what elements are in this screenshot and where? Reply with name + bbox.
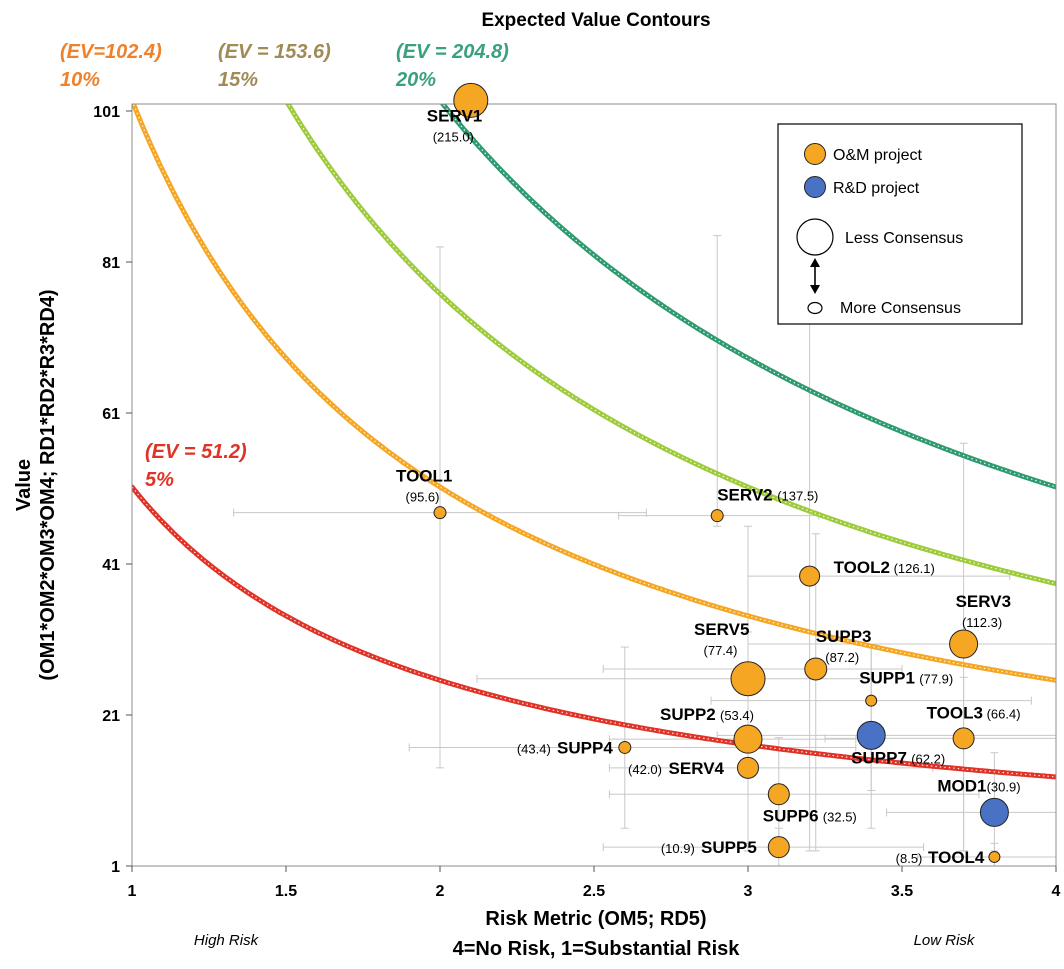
point-ev-serv3: (112.3) xyxy=(962,615,1002,630)
x-tick-label: 4 xyxy=(1052,883,1061,900)
point-label-supp4: SUPP4 xyxy=(557,738,613,757)
point-tool3 xyxy=(953,728,974,749)
legend-less-consensus-marker xyxy=(797,219,833,255)
point-supp7 xyxy=(857,721,885,749)
point-label-mod1: MOD1 xyxy=(937,776,986,795)
x-tick-label: 3.5 xyxy=(891,883,913,900)
point-ev-serv1: (215.0) xyxy=(433,129,474,144)
x-tick-label: 1.5 xyxy=(275,883,297,900)
point-serv2 xyxy=(711,510,723,522)
point-label-supp3: SUPP3 xyxy=(816,627,872,646)
point-tool1 xyxy=(434,507,446,519)
y-axis-subtitle: (OM1*OM2*OM3*OM4; RD1*RD2*R3*RD4) xyxy=(37,289,59,680)
point-label-tool3: TOOL3 xyxy=(927,703,983,722)
y-tick-label: 81 xyxy=(102,255,120,272)
legend-more-consensus-marker xyxy=(808,303,822,314)
x-tick-label: 2 xyxy=(436,883,445,900)
y-tick-label: 21 xyxy=(102,708,120,725)
legend-rd-marker xyxy=(805,177,826,198)
point-ev-serv4: (42.0) xyxy=(628,762,662,777)
point-ev-tool2: (126.1) xyxy=(894,561,935,576)
x-axis-title: Risk Metric (OM5; RD5) xyxy=(485,908,706,930)
point-mod1 xyxy=(980,798,1008,826)
contour-label-ev-153.6: (EV = 153.6) xyxy=(218,41,331,63)
point-supp6 xyxy=(768,784,789,805)
point-supp4 xyxy=(619,741,631,753)
point-ev-tool4: (8.5) xyxy=(896,851,923,866)
x-axis-left-note: High Risk xyxy=(194,932,260,949)
point-ev-supp2: (53.4) xyxy=(720,708,754,723)
point-ev-supp7: (62.2) xyxy=(911,751,945,766)
point-serv3 xyxy=(950,630,978,658)
point-ev-tool1: (95.6) xyxy=(406,490,440,505)
contour-label-ev-51.2: (EV = 51.2) xyxy=(145,441,247,463)
point-ev-supp1: (77.9) xyxy=(919,672,953,687)
y-tick-label: 61 xyxy=(102,406,120,423)
point-supp2 xyxy=(734,725,762,753)
x-axis-right-note: Low Risk xyxy=(914,932,976,949)
point-label-supp1: SUPP1 xyxy=(859,669,915,688)
point-ev-supp5: (10.9) xyxy=(661,841,695,856)
x-tick-label: 3 xyxy=(744,883,753,900)
y-tick-label: 41 xyxy=(102,557,120,574)
legend-rd-label: R&D project xyxy=(833,180,920,197)
point-label-supp6: SUPP6 xyxy=(763,806,819,825)
point-serv5 xyxy=(731,662,765,696)
contour-label-ev-102.4: (EV=102.4) xyxy=(60,41,162,63)
contour-label-pct-204.8: 20% xyxy=(395,69,436,91)
legend: O&M project R&D project Less Consensus M… xyxy=(778,124,1022,324)
point-label-serv5: SERV5 xyxy=(694,620,749,639)
contour-label-ev-204.8: (EV = 204.8) xyxy=(396,41,509,63)
legend-om-marker xyxy=(805,144,826,165)
point-label-tool2: TOOL2 xyxy=(834,558,890,577)
x-axis-subtitle: 4=No Risk, 1=Substantial Risk xyxy=(453,938,741,960)
point-ev-serv5: (77.4) xyxy=(704,643,738,658)
point-label-tool1: TOOL1 xyxy=(396,467,452,486)
point-supp5 xyxy=(768,837,789,858)
contour-label-pct-102.4: 10% xyxy=(60,69,100,91)
point-supp3 xyxy=(805,658,827,680)
chart-title: Expected Value Contours xyxy=(481,10,710,31)
contour-curve-dots-ev-51.2 xyxy=(132,487,1056,777)
contour-curve-ev-51.2 xyxy=(132,487,1056,777)
point-ev-serv2: (137.5) xyxy=(777,489,818,504)
point-label-supp5: SUPP5 xyxy=(701,838,757,857)
point-ev-tool3: (66.4) xyxy=(987,706,1021,721)
contour-label-pct-51.2: 5% xyxy=(145,469,174,491)
point-ev-mod1: (30.9) xyxy=(987,779,1021,794)
x-tick-label: 2.5 xyxy=(583,883,605,900)
point-ev-supp6: (32.5) xyxy=(823,809,857,824)
point-label-serv2: SERV2 xyxy=(717,486,772,505)
point-label-serv1: SERV1 xyxy=(427,106,482,125)
point-label-supp2: SUPP2 xyxy=(660,705,716,724)
legend-more-consensus-label: More Consensus xyxy=(840,300,961,317)
point-label-supp7: SUPP7 xyxy=(851,748,907,767)
y-tick-label: 1 xyxy=(111,859,120,876)
legend-om-label: O&M project xyxy=(833,147,922,164)
point-supp1 xyxy=(866,695,877,706)
point-label-serv4: SERV4 xyxy=(669,759,725,778)
point-label-serv3: SERV3 xyxy=(956,592,1011,611)
point-tool4 xyxy=(989,851,1000,862)
point-tool2 xyxy=(800,566,820,586)
point-label-tool4: TOOL4 xyxy=(928,848,985,867)
point-ev-supp3: (87.2) xyxy=(825,650,859,665)
x-tick-label: 1 xyxy=(128,883,137,900)
point-serv4 xyxy=(738,757,759,778)
y-axis-title: Value xyxy=(13,459,35,511)
contours-layer xyxy=(132,0,1056,777)
legend-less-consensus-label: Less Consensus xyxy=(845,230,963,247)
contour-label-pct-153.6: 15% xyxy=(218,69,258,91)
y-tick-label: 101 xyxy=(93,104,120,121)
point-ev-supp4: (43.4) xyxy=(517,741,551,756)
